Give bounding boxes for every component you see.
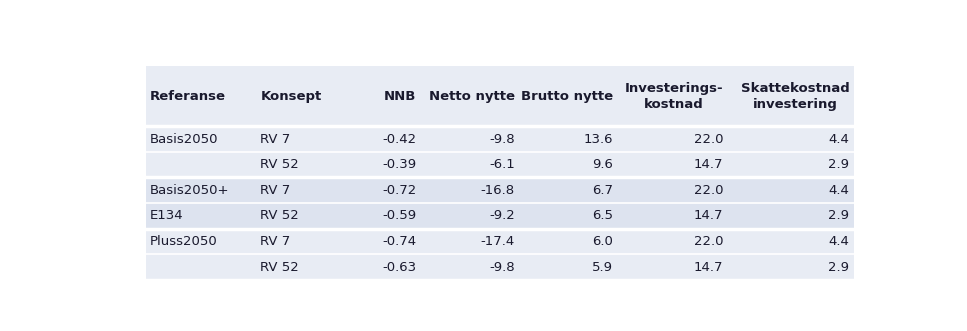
Text: 14.7: 14.7 bbox=[694, 209, 723, 222]
Text: 6.0: 6.0 bbox=[593, 235, 613, 248]
Bar bbox=[146, 254, 854, 280]
Bar bbox=[146, 67, 854, 126]
Text: Basis2050+: Basis2050+ bbox=[150, 184, 229, 197]
Text: 14.7: 14.7 bbox=[694, 158, 723, 171]
Text: RV 52: RV 52 bbox=[260, 158, 299, 171]
Text: NNB: NNB bbox=[384, 90, 417, 103]
Text: 14.7: 14.7 bbox=[694, 260, 723, 273]
Text: 2.9: 2.9 bbox=[829, 158, 849, 171]
Text: 22.0: 22.0 bbox=[694, 184, 723, 197]
Text: RV 7: RV 7 bbox=[260, 184, 290, 197]
Bar bbox=[146, 203, 854, 229]
Text: 4.4: 4.4 bbox=[829, 235, 849, 248]
Bar bbox=[146, 177, 854, 203]
Text: E134: E134 bbox=[150, 209, 184, 222]
Text: -6.1: -6.1 bbox=[489, 158, 514, 171]
Text: 4.4: 4.4 bbox=[829, 132, 849, 146]
Text: 5.9: 5.9 bbox=[592, 260, 613, 273]
Text: -17.4: -17.4 bbox=[481, 235, 514, 248]
Text: Skattekostnad
investering: Skattekostnad investering bbox=[741, 82, 849, 111]
Text: Brutto nytte: Brutto nytte bbox=[521, 90, 613, 103]
Text: RV 7: RV 7 bbox=[260, 235, 290, 248]
Text: -9.8: -9.8 bbox=[489, 132, 514, 146]
Text: 13.6: 13.6 bbox=[584, 132, 613, 146]
Text: 6.5: 6.5 bbox=[592, 209, 613, 222]
Text: -0.39: -0.39 bbox=[382, 158, 417, 171]
Text: -9.2: -9.2 bbox=[489, 209, 514, 222]
Bar bbox=[146, 152, 854, 177]
Text: 4.4: 4.4 bbox=[829, 184, 849, 197]
Text: 2.9: 2.9 bbox=[829, 209, 849, 222]
Text: -0.72: -0.72 bbox=[382, 184, 417, 197]
Text: Investerings-
kostnad: Investerings- kostnad bbox=[625, 82, 723, 111]
Text: 6.7: 6.7 bbox=[592, 184, 613, 197]
Bar bbox=[146, 126, 854, 152]
Text: Konsept: Konsept bbox=[260, 90, 321, 103]
Text: -9.8: -9.8 bbox=[489, 260, 514, 273]
Text: RV 7: RV 7 bbox=[260, 132, 290, 146]
Text: 22.0: 22.0 bbox=[694, 132, 723, 146]
Text: Referanse: Referanse bbox=[150, 90, 226, 103]
Text: -16.8: -16.8 bbox=[481, 184, 514, 197]
Text: Netto nytte: Netto nytte bbox=[429, 90, 514, 103]
Text: -0.59: -0.59 bbox=[382, 209, 417, 222]
Text: 22.0: 22.0 bbox=[694, 235, 723, 248]
Bar bbox=[146, 229, 854, 254]
Text: RV 52: RV 52 bbox=[260, 209, 299, 222]
Text: -0.63: -0.63 bbox=[382, 260, 417, 273]
Text: 9.6: 9.6 bbox=[593, 158, 613, 171]
Text: -0.74: -0.74 bbox=[382, 235, 417, 248]
Text: Pluss2050: Pluss2050 bbox=[150, 235, 218, 248]
Text: 2.9: 2.9 bbox=[829, 260, 849, 273]
Text: Basis2050: Basis2050 bbox=[150, 132, 219, 146]
Text: -0.42: -0.42 bbox=[382, 132, 417, 146]
Text: RV 52: RV 52 bbox=[260, 260, 299, 273]
